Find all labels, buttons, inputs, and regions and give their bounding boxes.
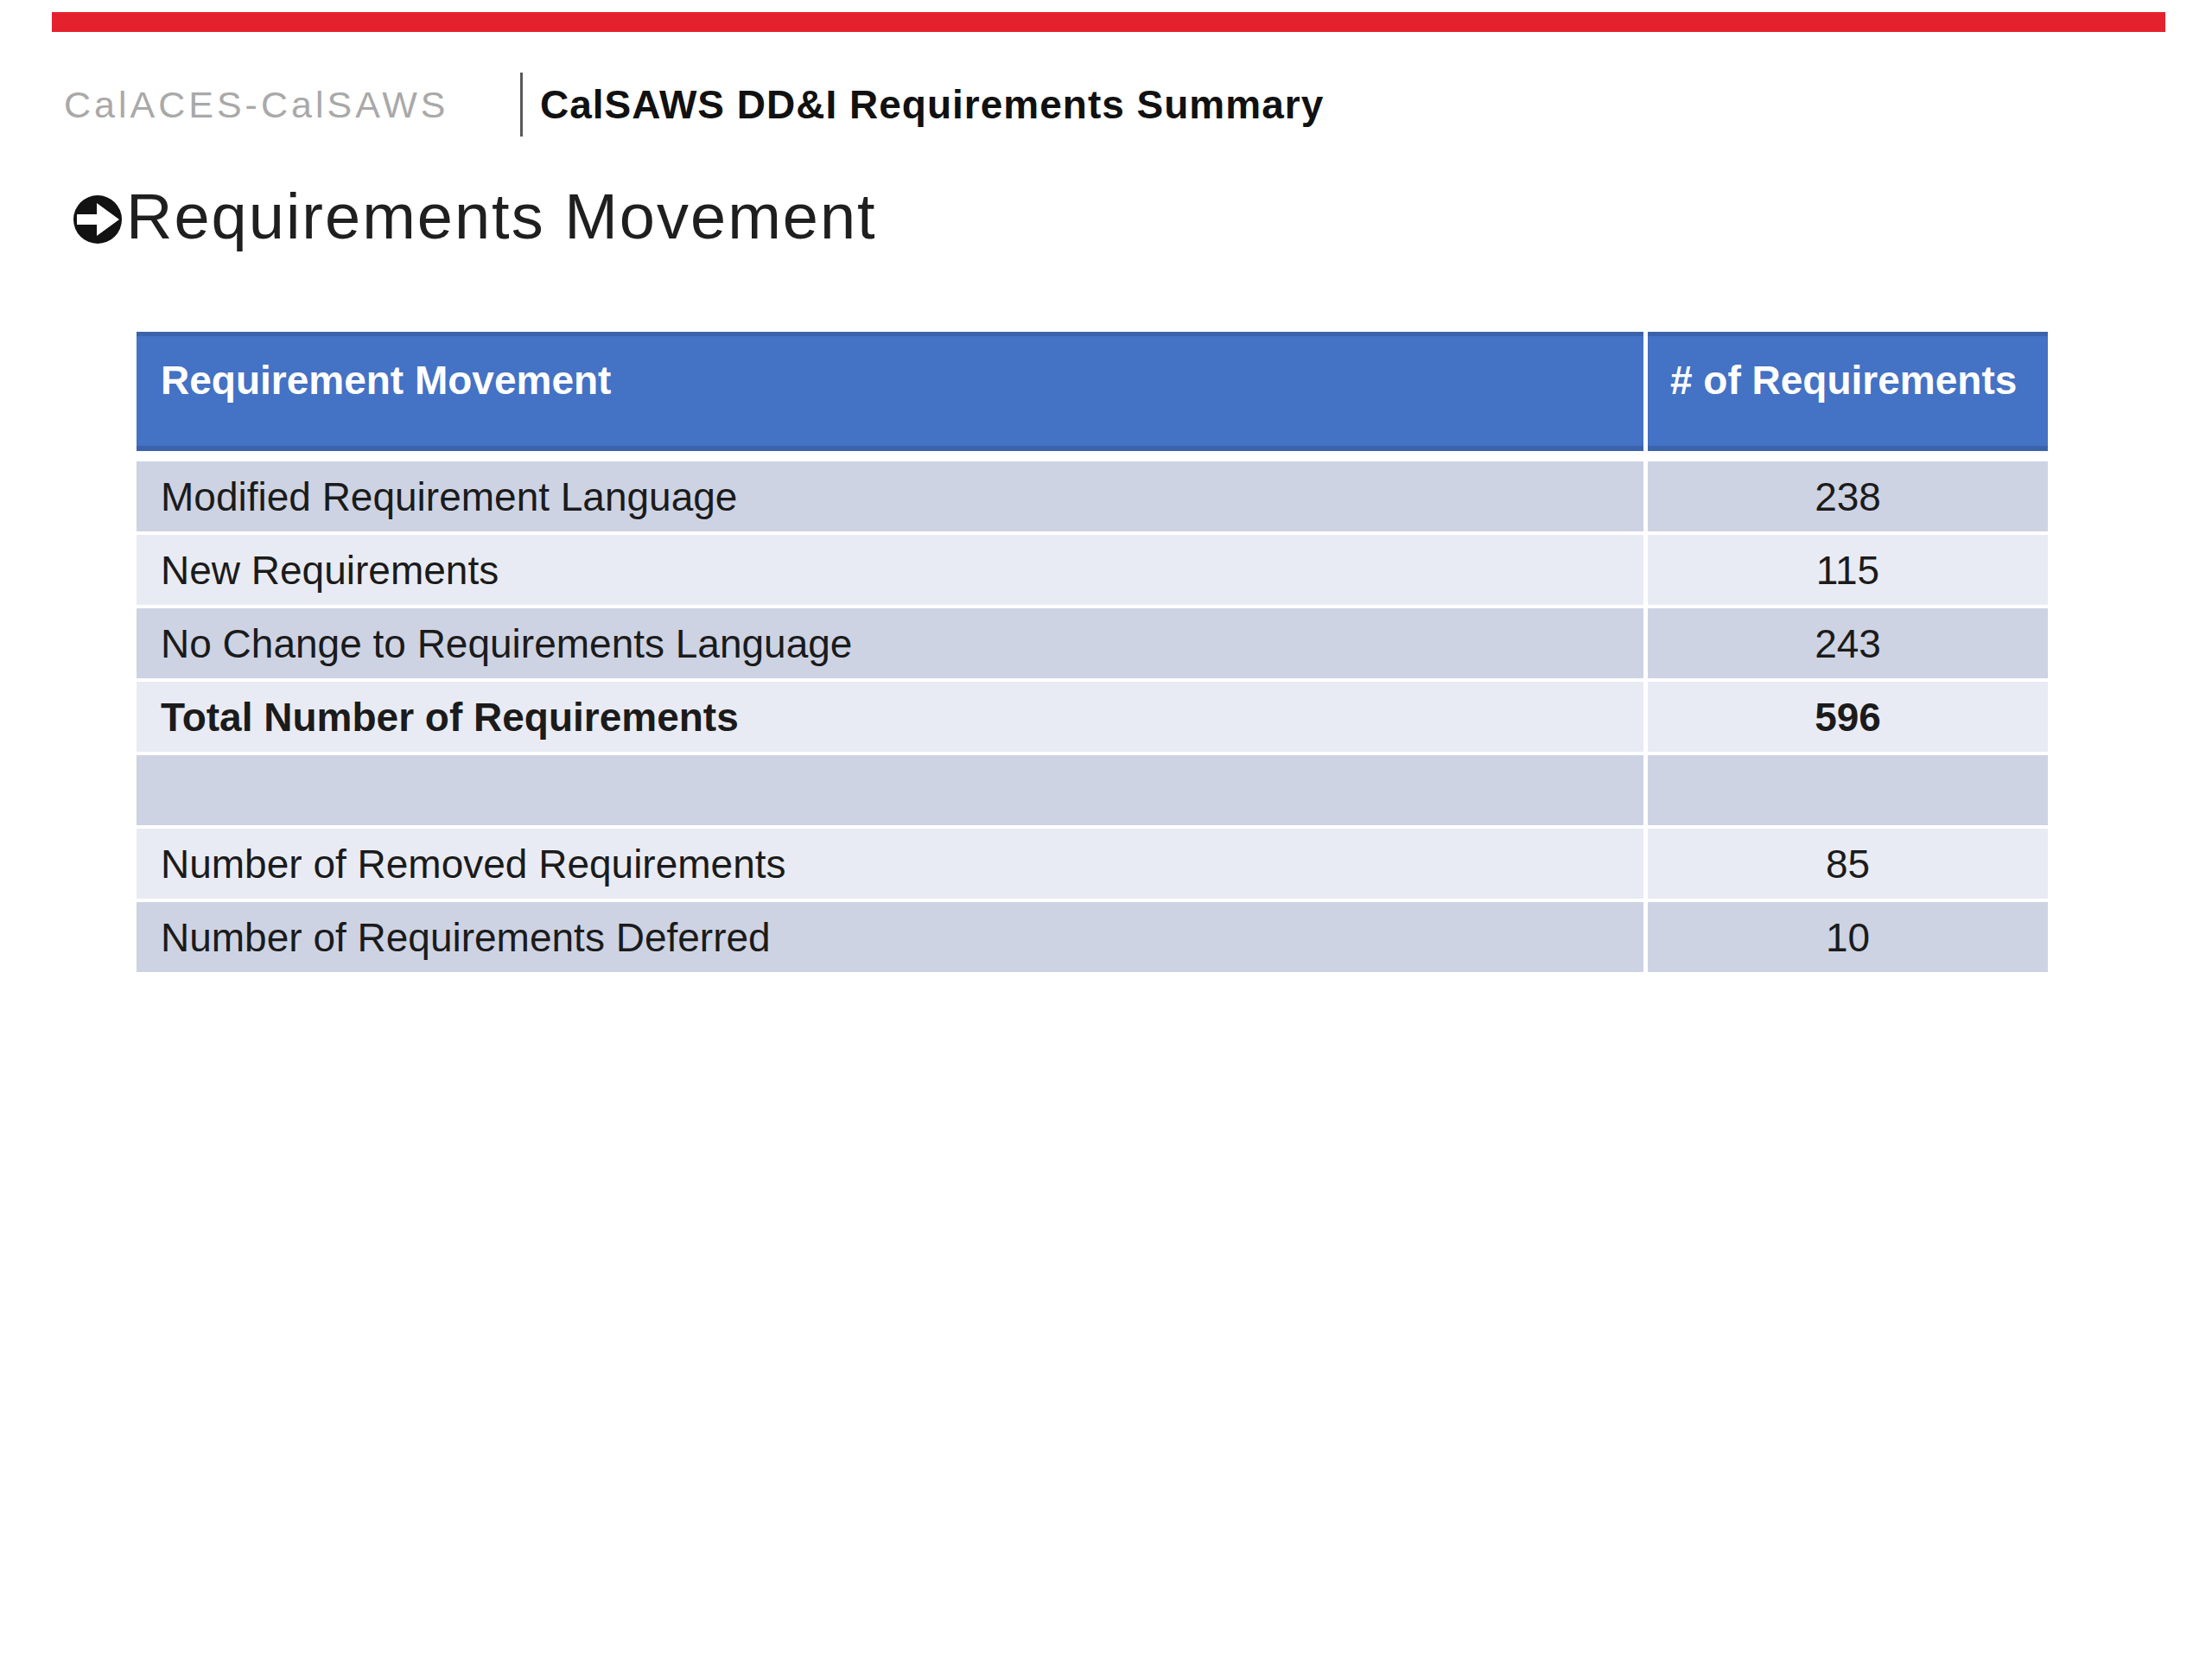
table-row-total: Total Number of Requirements 596 — [137, 682, 2048, 752]
table-body: Modified Requirement Language 238 New Re… — [137, 461, 2048, 972]
brand-text: CalACES-CalSAWS — [64, 84, 520, 126]
row-value: 596 — [1648, 682, 2048, 752]
table-row: Number of Requirements Deferred 10 — [137, 902, 2048, 972]
col-header-requirement-movement: Requirement Movement — [137, 332, 1643, 451]
row-value — [1648, 755, 2048, 825]
slide-title: Requirements Movement — [73, 185, 877, 254]
row-value: 243 — [1648, 608, 2048, 678]
row-label: Total Number of Requirements — [137, 682, 1643, 752]
table-row-spacer — [137, 755, 2048, 825]
col-header-num-requirements: # of Requirements — [1648, 332, 2048, 451]
row-label: Number of Requirements Deferred — [137, 902, 1643, 972]
slide-canvas: CalACES-CalSAWS CalSAWS DD&I Requirement… — [0, 0, 2212, 1659]
row-value: 115 — [1648, 535, 2048, 605]
circled-right-arrow-icon — [73, 194, 123, 245]
row-label: No Change to Requirements Language — [137, 608, 1643, 678]
row-label: Modified Requirement Language — [137, 461, 1643, 531]
table-row: Number of Removed Requirements 85 — [137, 829, 2048, 899]
row-label: New Requirements — [137, 535, 1643, 605]
deck-title: CalSAWS DD&I Requirements Summary — [540, 81, 1324, 128]
header-divider — [520, 73, 523, 137]
table-header-row: Requirement Movement # of Requirements — [137, 332, 2048, 451]
row-value: 10 — [1648, 902, 2048, 972]
top-accent-bar — [52, 12, 2165, 32]
table-row: New Requirements 115 — [137, 535, 2048, 605]
row-value: 238 — [1648, 461, 2048, 531]
row-label — [137, 755, 1643, 825]
slide-header: CalACES-CalSAWS CalSAWS DD&I Requirement… — [64, 73, 1324, 137]
row-value: 85 — [1648, 829, 2048, 899]
requirements-table: Requirement Movement # of Requirements M… — [137, 332, 2048, 972]
table-row: Modified Requirement Language 238 — [137, 461, 2048, 531]
table-row: No Change to Requirements Language 243 — [137, 608, 2048, 678]
slide-title-text: Requirements Movement — [126, 185, 877, 254]
row-label: Number of Removed Requirements — [137, 829, 1643, 899]
